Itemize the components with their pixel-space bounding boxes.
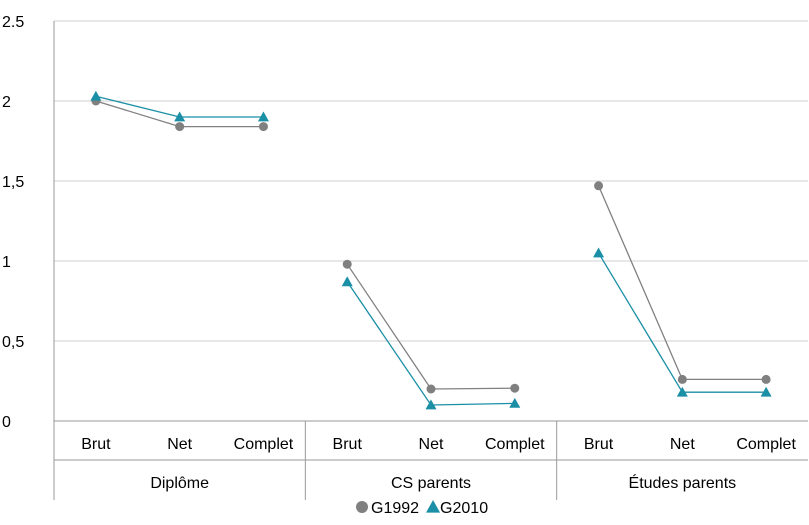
data-point xyxy=(341,276,353,287)
data-point xyxy=(425,399,437,410)
x-tick-label: Complet xyxy=(485,436,545,453)
data-point xyxy=(174,111,186,122)
data-point xyxy=(510,383,520,393)
series-line xyxy=(597,185,767,381)
data-point xyxy=(676,386,688,397)
series-G2010 xyxy=(90,90,772,410)
series-line xyxy=(597,252,767,393)
x-tick-label: Brut xyxy=(333,436,363,453)
x-tick-label: Complet xyxy=(736,436,796,453)
x-tick-label: Net xyxy=(670,436,695,453)
x-tick-label: Brut xyxy=(81,436,111,453)
data-point xyxy=(760,386,772,397)
legend-label: G2010 xyxy=(440,500,488,517)
group-label: CS parents xyxy=(391,475,471,492)
series-G1992 xyxy=(91,96,771,394)
legend-marker xyxy=(426,500,441,513)
axes xyxy=(53,21,808,500)
data-point xyxy=(342,259,352,269)
x-tick-label: Complet xyxy=(234,436,294,453)
data-point xyxy=(257,111,269,122)
data-point xyxy=(509,397,521,408)
x-tick-label: Net xyxy=(419,436,444,453)
y-tick-label: 1 xyxy=(2,254,11,271)
data-point xyxy=(594,181,604,191)
x-category-labels: Brut Net Complet Diplôme Brut Net Complet CS pa… xyxy=(81,436,796,492)
y-tick-label: 0 xyxy=(2,414,11,431)
y-tick-label: 2.5 xyxy=(2,14,24,31)
gridlines xyxy=(54,20,808,342)
y-tick-label: 1,5 xyxy=(2,174,24,191)
legend-label: G1992 xyxy=(371,500,419,517)
group-label: Diplôme xyxy=(150,475,209,492)
data-point xyxy=(90,90,102,101)
legend: G1992 G2010 xyxy=(356,500,488,517)
group-label: Études parents xyxy=(629,473,737,492)
data-point xyxy=(175,122,185,132)
data-point xyxy=(593,247,605,258)
y-tick-label: 2 xyxy=(2,94,11,111)
y-tick-labels: 0 0,5 1 1,5 2 2.5 xyxy=(2,14,24,431)
x-tick-label: Net xyxy=(167,436,192,453)
y-tick-label: 0,5 xyxy=(2,334,24,351)
legend-item: G1992 xyxy=(356,500,419,517)
series-lines xyxy=(90,90,772,410)
data-point xyxy=(426,384,436,394)
data-point xyxy=(258,122,268,132)
data-point xyxy=(761,374,771,384)
x-tick-label: Brut xyxy=(584,436,614,453)
legend-marker xyxy=(356,501,368,513)
series-line xyxy=(346,263,515,390)
data-point xyxy=(677,374,687,384)
legend-item: G2010 xyxy=(426,500,488,517)
